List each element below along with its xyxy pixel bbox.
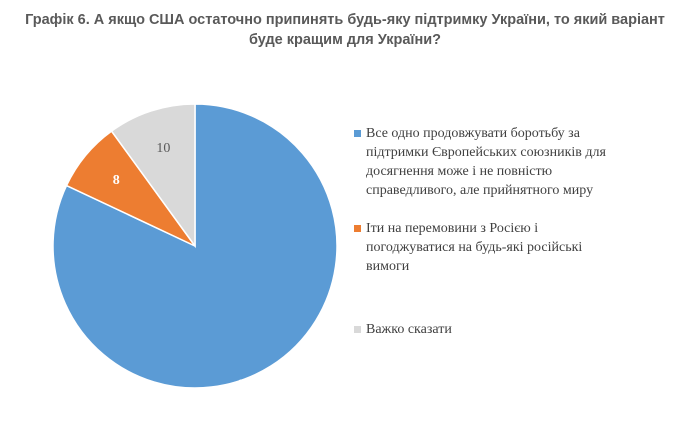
chart-title-line-1: Графік 6. А якщо США остаточно припинять…	[25, 12, 665, 28]
slice-hard-to-say	[110, 103, 196, 249]
legend-line: Все одно продовжувати боротьбу за	[366, 126, 580, 141]
legend-line: Іти на перемовини з Росією і	[366, 221, 539, 236]
legend-line: підтримки Європейських союзників для	[366, 145, 606, 160]
legend-line: вимоги	[366, 259, 410, 274]
legend-swatch-hard-to-say	[354, 326, 361, 333]
legend-item-continue-fight: Все одно продовжувати боротьбу за підтри…	[354, 124, 654, 200]
slice-negotiate-value-label: 8	[113, 173, 120, 188]
slice-hard-to-say-value-label: 10	[156, 141, 170, 156]
legend-label-hard-to-say: Важко сказати	[354, 320, 654, 339]
legend-line: досягнення може і не повністю	[366, 164, 553, 179]
legend-line: Важко сказати	[366, 322, 452, 337]
pie-value-labels: 82 8 10	[113, 141, 252, 393]
legend-swatch-continue-fight	[354, 130, 361, 137]
chart-title-line-2: буде кращим для України?	[248, 32, 441, 48]
legend-label-continue-fight: Все одно продовжувати боротьбу за підтри…	[354, 124, 654, 200]
legend-line: погоджуватися на будь-які російські	[366, 240, 583, 255]
legend-item-hard-to-say: Важко сказати	[354, 320, 654, 339]
legend-item-negotiate: Іти на перемовини з Росією і погоджувати…	[354, 219, 654, 276]
legend-line: справедливого, але прийнятного миру	[366, 183, 594, 198]
pie-slices	[52, 103, 338, 389]
legend-label-negotiate: Іти на перемовини з Росією і погоджувати…	[354, 219, 654, 276]
chart-title: Графік 6. А якщо США остаточно припинять…	[20, 10, 670, 50]
legend-swatch-negotiate	[354, 225, 361, 232]
slice-continue-fight-value-label: 82	[238, 378, 252, 393]
